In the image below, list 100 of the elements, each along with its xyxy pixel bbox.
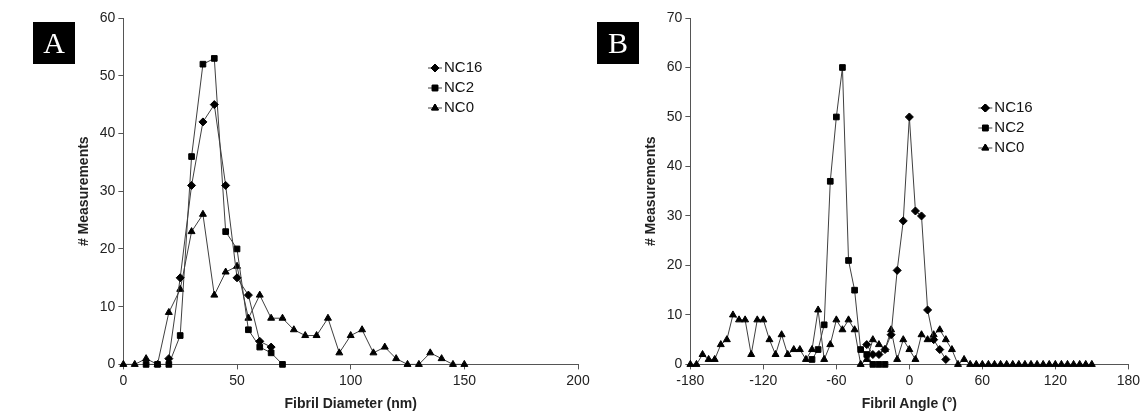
point [222,228,229,235]
point [863,351,871,358]
point [358,325,367,333]
point [142,354,151,362]
y-axis-title: # Measurements [642,136,659,247]
point [449,359,457,367]
point [845,257,852,264]
y-tick-label: 40 [99,124,116,141]
point [869,361,877,368]
point [323,313,332,321]
x-tick-label: -120 [749,371,778,388]
point [392,354,401,362]
y-tick-label: 10 [99,297,116,314]
point [221,180,231,190]
x-tick-label: 120 [1043,371,1068,388]
legend-label: NC16 [994,98,1033,116]
point [380,342,389,350]
point [279,361,286,368]
point [414,359,423,367]
point [187,227,196,235]
point [346,331,355,339]
point [874,350,884,359]
x-tick-label: 200 [566,371,590,388]
point [175,273,185,283]
point [923,305,933,315]
point [278,313,287,321]
legend-label: NC2 [444,78,475,96]
point [941,354,951,364]
y-tick-label: 50 [99,66,116,83]
x-axis-title: Fibril Angle (°) [861,395,957,412]
point [176,332,184,339]
point [255,336,265,346]
point [198,209,207,217]
point [437,354,446,362]
point [335,348,344,356]
x-tick-label: -60 [826,371,847,388]
point [886,330,896,340]
point [289,325,298,333]
point [209,100,219,110]
point [187,180,197,190]
point [426,348,435,356]
point [881,361,889,368]
point [210,55,218,62]
x-tick-label: 0 [905,371,914,388]
legend-label: NC0 [444,98,475,116]
point [188,153,195,160]
point [917,211,927,221]
point [164,307,173,315]
text: A [33,22,75,64]
y-tick-label: 70 [666,8,683,25]
point [808,356,816,363]
point [851,286,858,294]
point [267,313,276,321]
x-tick-label: -180 [676,371,705,388]
point [403,359,412,367]
point [312,331,321,339]
y-axis-title: # Measurements [75,136,92,247]
x-tick-label: 150 [452,371,477,388]
x-tick-label: 180 [1116,371,1141,388]
point [199,60,207,68]
y-tick-label: 0 [674,355,683,372]
point [839,64,846,71]
point [232,273,242,283]
y-tick-label: 10 [666,305,683,322]
point [369,348,378,356]
y-tick-label: 0 [107,355,116,372]
y-tick-label: 60 [99,8,116,25]
y-tick-label: 60 [666,58,683,75]
point [857,346,865,353]
legend-label: NC2 [994,118,1025,136]
point [233,245,241,253]
point [833,113,840,121]
x-tick-label: 0 [119,371,128,388]
point [875,361,883,368]
point [130,359,139,367]
y-tick-label: 40 [666,157,683,174]
point [898,216,908,226]
x-axis-title: Fibril Diameter (nm) [284,395,417,412]
legend-label: NC0 [994,138,1025,156]
text: B [597,22,639,64]
y-tick-label: 20 [666,256,683,273]
point [814,346,822,353]
y-tick-label: 50 [666,107,683,124]
point [210,290,219,298]
point [904,112,914,122]
x-tick-label: 100 [339,371,363,388]
point [910,206,920,216]
legend-label: NC16 [444,58,483,76]
point [243,290,253,300]
x-tick-label: 60 [974,371,991,388]
point [460,359,469,367]
point [820,321,828,329]
point [929,335,939,345]
point [142,361,150,368]
x-tick-label: 50 [229,371,246,388]
point [301,331,310,339]
point [826,177,834,185]
point [255,290,264,298]
y-tick-label: 30 [99,182,116,199]
point [862,340,872,350]
